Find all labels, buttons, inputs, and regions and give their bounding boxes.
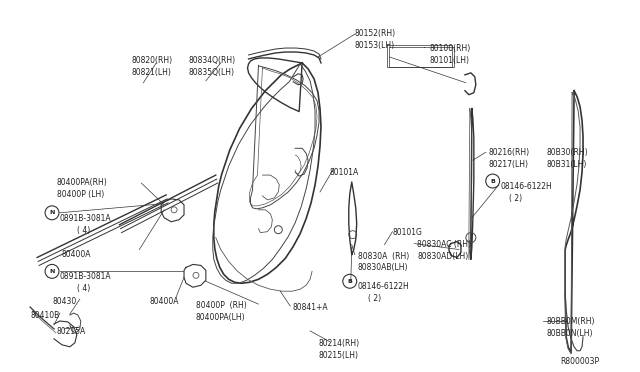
Text: 80400P (LH): 80400P (LH) (57, 190, 104, 199)
Text: 80100(RH): 80100(RH) (429, 44, 470, 53)
Text: 80400PA(RH): 80400PA(RH) (57, 178, 108, 187)
Text: 80400PA(LH): 80400PA(LH) (196, 313, 246, 322)
Text: 80217(LH): 80217(LH) (489, 160, 529, 169)
Text: 80101A: 80101A (330, 168, 359, 177)
Text: 80835Q(LH): 80835Q(LH) (189, 68, 235, 77)
Text: R800003P: R800003P (560, 357, 599, 366)
Text: ( 4): ( 4) (77, 284, 90, 293)
Text: 08146-6122H: 08146-6122H (500, 182, 552, 191)
Text: 80152(RH): 80152(RH) (355, 29, 396, 38)
Text: 80830AC (RH): 80830AC (RH) (417, 240, 471, 248)
Text: 80820(RH): 80820(RH) (131, 56, 173, 65)
Text: 80830AB(LH): 80830AB(LH) (358, 263, 408, 272)
Text: 80216(RH): 80216(RH) (489, 148, 530, 157)
Text: N: N (49, 210, 54, 215)
Text: 80214(RH): 80214(RH) (318, 339, 359, 348)
Text: 80400P  (RH): 80400P (RH) (196, 301, 246, 310)
Text: 08146-6122H: 08146-6122H (358, 282, 410, 291)
Text: 80215(LH): 80215(LH) (318, 351, 358, 360)
Text: 80215A: 80215A (57, 327, 86, 336)
Text: 80B31(LH): 80B31(LH) (547, 160, 587, 169)
Text: 80101(LH): 80101(LH) (429, 56, 469, 65)
Text: ( 4): ( 4) (77, 226, 90, 235)
Text: 80400A: 80400A (62, 250, 92, 259)
Text: 80B30(RH): 80B30(RH) (547, 148, 588, 157)
Text: 80410B: 80410B (30, 311, 60, 320)
Text: 80101G: 80101G (392, 228, 422, 237)
Text: B: B (490, 179, 495, 183)
Text: 0891B-3081A: 0891B-3081A (60, 214, 111, 223)
Text: 80BB0N(LH): 80BB0N(LH) (547, 329, 593, 338)
Text: 80830AD(LH): 80830AD(LH) (417, 251, 468, 260)
Text: 80830A  (RH): 80830A (RH) (358, 251, 409, 260)
Text: 80153(LH): 80153(LH) (355, 41, 395, 50)
Text: B: B (348, 279, 352, 284)
Text: N: N (49, 269, 54, 274)
Text: 80430: 80430 (52, 297, 76, 306)
Text: 80841+A: 80841+A (292, 303, 328, 312)
Text: 0891B-3081A: 0891B-3081A (60, 272, 111, 281)
Text: 80400A: 80400A (149, 297, 179, 306)
Text: 80BB0M(RH): 80BB0M(RH) (547, 317, 595, 326)
Text: 80834Q(RH): 80834Q(RH) (189, 56, 236, 65)
Text: ( 2): ( 2) (367, 294, 381, 303)
Text: ( 2): ( 2) (509, 194, 522, 203)
Text: 80821(LH): 80821(LH) (131, 68, 172, 77)
